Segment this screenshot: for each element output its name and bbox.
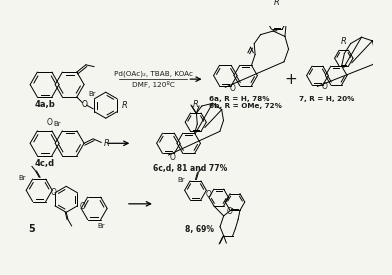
Text: O: O (170, 153, 176, 162)
Text: 6b, R = OMe, 72%: 6b, R = OMe, 72% (209, 103, 282, 109)
Text: Br: Br (53, 121, 61, 127)
Text: O: O (51, 188, 57, 197)
Text: DMF, 120ºC: DMF, 120ºC (132, 81, 174, 88)
Text: 7, R = H, 20%: 7, R = H, 20% (299, 96, 355, 102)
Text: Br: Br (18, 175, 26, 181)
Text: 4a,b: 4a,b (34, 100, 55, 109)
Text: Br: Br (177, 177, 185, 183)
Text: O: O (81, 100, 87, 109)
Text: R: R (122, 101, 127, 110)
Text: Br: Br (98, 223, 105, 229)
Text: R: R (274, 0, 280, 7)
Text: O: O (80, 202, 86, 211)
Text: R: R (104, 139, 110, 148)
Text: +: + (284, 72, 297, 87)
Text: 4c,d: 4c,d (34, 159, 54, 168)
Text: O: O (227, 207, 233, 216)
Text: R: R (193, 100, 199, 109)
Text: O: O (205, 190, 211, 199)
Text: Br: Br (89, 91, 96, 97)
Text: 6a, R = H, 78%: 6a, R = H, 78% (209, 96, 270, 102)
Text: 5: 5 (29, 224, 35, 234)
Text: R: R (341, 37, 347, 46)
Text: 6c,d, 81 and 77%: 6c,d, 81 and 77% (153, 164, 227, 173)
Text: 8, 69%: 8, 69% (185, 225, 214, 234)
Text: O: O (322, 82, 328, 91)
Text: Pd(OAc)₂, TBAB, KOAc: Pd(OAc)₂, TBAB, KOAc (114, 70, 192, 77)
Text: O: O (47, 118, 53, 127)
Text: O: O (230, 84, 236, 93)
